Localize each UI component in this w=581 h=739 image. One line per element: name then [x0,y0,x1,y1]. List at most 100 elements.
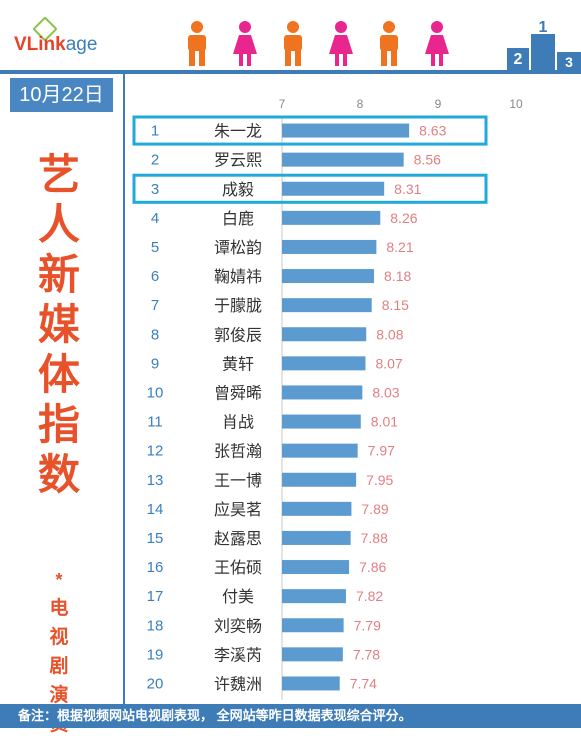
name-label: 王一博 [214,471,262,490]
rank-label: 18 [147,617,164,634]
title-char: 媒 [37,301,80,348]
rank-label: 15 [147,530,164,547]
name-label: 于朦胧 [214,296,262,315]
rank-label: 20 [147,675,164,692]
rank-label: 12 [147,443,164,460]
bar [282,239,377,254]
bar [282,210,381,225]
rank-label: 16 [147,559,164,576]
x-tick-label: 10 [509,97,523,111]
value-label: 8.63 [419,123,446,139]
rank-label: 5 [151,239,159,256]
subtitle-char: 剧 [49,656,69,677]
logo-main: VLink [14,34,66,55]
value-label: 8.31 [394,181,421,197]
title-char: 数 [37,451,80,498]
male-person-icon [284,21,302,66]
bar [282,298,372,313]
rank-label: 14 [147,501,164,518]
brand-logo: VLinkage [14,34,97,56]
value-label: 8.21 [386,239,413,255]
svg-text:2: 2 [514,51,523,68]
title-char: 人 [37,201,80,248]
subtitle-char: 视 [49,627,69,648]
header-rule [0,70,581,74]
header: VLinkage 2 1 3 [0,0,581,70]
value-label: 8.08 [376,326,403,342]
rank-label: 6 [151,268,159,285]
rank-label: 2 [151,152,159,169]
svg-text:3: 3 [565,54,573,70]
value-label: 7.74 [350,675,377,691]
bar [282,589,346,604]
rank-label: 19 [147,646,164,663]
rank-label: 9 [151,355,159,372]
bar [282,472,357,487]
bar [282,560,350,575]
name-label: 鞠婧祎 [214,267,262,286]
bar [282,443,358,458]
rank-label: 1 [151,123,159,140]
name-label: 朱一龙 [214,122,262,141]
bar-chart: 7 8 9 10 1 朱一龙 8.63 2 罗云熙 8.56 3 成毅 8.31 4 白鹿 8.26 5 谭松韵 8… [132,97,523,700]
bar [282,530,351,545]
value-label: 8.15 [382,297,409,313]
value-label: 7.78 [353,646,380,662]
bar [282,647,343,662]
name-label: 张哲瀚 [214,442,262,461]
value-label: 8.01 [371,414,398,430]
title-char: 指 [37,401,80,448]
value-label: 8.07 [375,355,402,371]
value-label: 8.26 [390,210,417,226]
rank-label: 8 [151,326,159,343]
title-char: 新 [37,251,80,298]
name-label: 付美 [222,587,254,606]
podium-icon: 2 1 3 [507,19,581,70]
subtitle-char: 电 [49,598,69,619]
name-label: 黄轩 [222,354,254,373]
rank-label: 10 [147,384,164,401]
logo-suffix: age [65,34,98,55]
date-badge: 10月22日 [10,78,113,112]
name-label: 应昊茗 [214,500,262,519]
bar [282,269,375,284]
value-label: 7.79 [354,617,381,633]
people-icons [188,21,449,66]
female-person-icon [425,21,449,66]
title-asterisk: * [55,570,63,590]
name-label: 王佑硕 [214,558,262,577]
bar [282,501,352,516]
svg-text:1: 1 [539,19,548,36]
name-label: 白鹿 [222,209,254,228]
title-char: 艺 [37,151,80,198]
name-label: 曾舜晞 [214,383,262,402]
value-label: 7.86 [359,559,386,575]
rank-label: 13 [147,472,164,489]
value-label: 7.82 [356,588,383,604]
name-label: 许魏洲 [214,674,262,693]
bar [282,618,344,633]
rank-label: 17 [147,588,164,605]
value-label: 7.95 [366,472,393,488]
name-label: 谭松韵 [214,238,262,257]
value-label: 8.18 [384,268,411,284]
name-label: 赵露思 [214,529,262,548]
name-label: 李溪芮 [214,645,262,664]
bar [282,152,404,167]
footer-note: 备注：根据视频网站电视剧表现， 全网站等昨日数据表现综合评分。 [0,704,581,728]
male-person-icon [188,21,206,66]
name-label: 罗云熙 [214,151,262,170]
value-label: 7.97 [368,443,395,459]
rank-label: 3 [151,181,159,198]
bar [282,676,340,691]
rank-label: 11 [147,414,163,431]
female-person-icon [329,21,353,66]
value-label: 8.56 [414,152,441,168]
bar [282,385,363,400]
highlight-box [132,173,488,204]
name-label: 成毅 [222,180,254,199]
name-label: 肖战 [222,413,254,432]
x-tick-label: 7 [279,97,286,111]
value-label: 7.88 [361,530,388,546]
female-person-icon [233,21,257,66]
